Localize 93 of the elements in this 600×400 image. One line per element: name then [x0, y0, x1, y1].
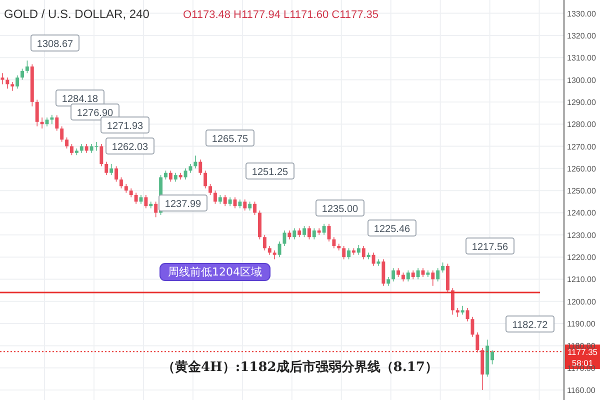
annotation: 1262.03 — [112, 142, 149, 153]
candlestick — [154, 201, 158, 218]
candlestick — [25, 60, 29, 74]
candlestick — [322, 223, 326, 236]
candlestick — [356, 244, 360, 256]
candlestick — [35, 99, 39, 127]
candlestick — [470, 316, 474, 338]
candlestick — [278, 241, 282, 258]
annotation: 1284.18 — [62, 94, 99, 105]
candlestick — [392, 268, 396, 282]
candlestick — [119, 176, 123, 189]
candlestick — [198, 159, 202, 176]
y-tick-label: 1300.00 — [567, 76, 596, 85]
candlestick — [282, 230, 286, 246]
candlestick — [65, 136, 69, 149]
y-tick-label: 1330.00 — [567, 9, 596, 18]
annotation: 1225.46 — [374, 224, 411, 235]
annotation: 1276.90 — [76, 108, 114, 119]
candlestick — [194, 155, 198, 169]
y-tick-label: 1200.00 — [567, 297, 596, 306]
candlestick — [372, 252, 376, 266]
candlestick — [208, 184, 212, 196]
y-tick-label: 1310.00 — [567, 54, 596, 63]
ref-line-label: 1177.35 — [567, 347, 598, 358]
y-tick-label: 1210.00 — [567, 275, 596, 284]
candlestick — [104, 161, 108, 176]
candlestick — [456, 308, 460, 318]
candlestick — [204, 170, 208, 189]
annotation: （黄金4H）:1182成后市强弱分界线（8.17） — [162, 359, 438, 375]
candlestick — [441, 262, 445, 273]
candlestick — [347, 248, 351, 260]
y-tick-label: 1260.00 — [567, 164, 596, 174]
candlestick — [110, 164, 114, 176]
candlestick — [213, 190, 217, 204]
candlestick — [6, 77, 10, 90]
candlestick — [382, 258, 386, 286]
candlestick — [362, 246, 366, 260]
candlestick — [302, 226, 306, 238]
candlestick — [466, 308, 470, 322]
candlestick — [332, 236, 336, 249]
candlestick — [431, 270, 435, 286]
candlestick — [253, 201, 257, 216]
annotation: 1217.56 — [472, 242, 509, 253]
candlestick — [100, 144, 104, 167]
y-tick-label: 1240.00 — [567, 208, 596, 218]
candlestick — [184, 168, 188, 180]
candlestick — [40, 117, 44, 129]
y-tick-label: 1270.00 — [567, 142, 596, 152]
candlestick — [243, 199, 247, 211]
text: GOLD / U.S. DOLLAR, 240 — [4, 7, 150, 21]
candlestick — [436, 268, 440, 282]
candlestick — [312, 228, 316, 240]
ref-line-label: 周线前低1204区域 — [168, 266, 262, 279]
annotation: 1271.93 — [106, 121, 144, 132]
candlestick — [342, 246, 346, 260]
candlestick — [366, 252, 370, 260]
candlestick — [10, 82, 14, 92]
y-tick-label: 1220.00 — [567, 253, 596, 262]
y-tick-label: 1290.00 — [567, 98, 596, 107]
annotation: 1308.67 — [36, 39, 74, 50]
candlestick — [114, 166, 118, 182]
y-tick-label: 1280.00 — [567, 120, 596, 130]
text: O1173.48 H1177.94 L1171.60 C1177.35 — [183, 9, 379, 21]
y-tick-label: 1320.00 — [567, 31, 596, 40]
annotation: 1235.00 — [322, 204, 359, 215]
y-tick-label: 1190.00 — [567, 320, 596, 329]
annotation: 1237.99 — [164, 199, 202, 210]
y-tick-label: 1250.00 — [567, 186, 596, 196]
y-tick-label: 1160.00 — [567, 386, 596, 396]
candlestick — [50, 114, 54, 124]
y-tick-label: 1230.00 — [567, 230, 596, 240]
candlestick — [0, 72, 4, 85]
candlestick — [168, 170, 172, 182]
candlestick — [262, 234, 266, 251]
candlestick — [60, 126, 64, 142]
annotation: 1182.72 — [512, 320, 548, 331]
candlestick — [292, 228, 296, 240]
candlestick — [223, 194, 227, 206]
candlestick — [144, 194, 148, 209]
candlestick — [307, 226, 311, 240]
candlestick — [476, 332, 480, 353]
candlestick — [416, 268, 420, 280]
candlestick — [149, 201, 153, 209]
candlestick — [16, 74, 20, 90]
candlestick — [70, 144, 74, 156]
candlestick — [450, 288, 454, 316]
candlestick — [20, 68, 24, 80]
candlestick — [272, 250, 276, 260]
candlestick — [55, 114, 59, 132]
annotation: 1251.25 — [252, 167, 289, 178]
candlestick — [406, 270, 410, 282]
annotation: 1265.75 — [212, 134, 249, 145]
candlestick — [134, 192, 138, 204]
